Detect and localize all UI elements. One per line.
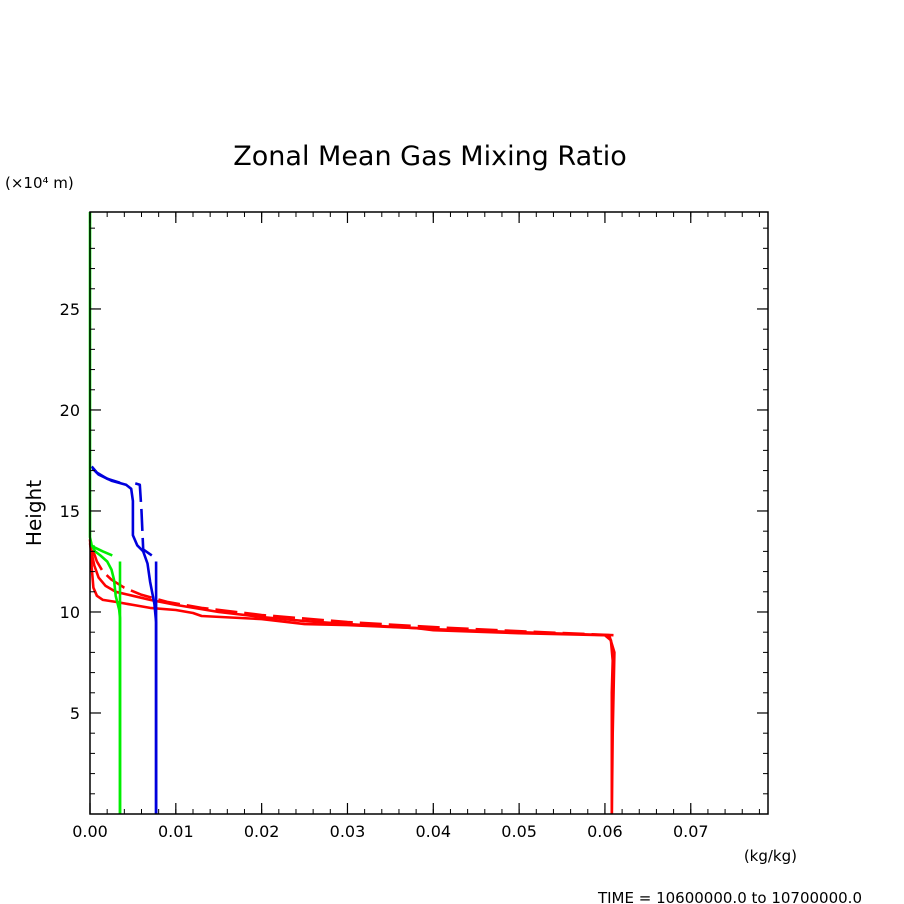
x-tick-label: 0.00	[72, 822, 108, 841]
x-axis-unit-label: (kg/kg)	[744, 847, 797, 865]
y-unit-label: (×10⁴ m)	[5, 174, 74, 192]
time-range-label: TIME = 10600000.0 to 10700000.0	[597, 889, 862, 904]
x-tick-label: 0.05	[501, 822, 537, 841]
series-line-8	[88, 212, 122, 814]
x-tick-label: 0.03	[330, 822, 366, 841]
series-line-10	[88, 540, 113, 557]
series-line-4	[91, 467, 158, 814]
chart-title: Zonal Mean Gas Mixing Ratio	[233, 141, 626, 172]
y-tick-label: 10	[60, 603, 80, 622]
plot-frame	[89, 211, 769, 815]
series-layer	[88, 212, 616, 815]
y-tick-label: 20	[60, 401, 80, 420]
series-line-3	[88, 538, 614, 637]
series-line-6	[90, 465, 121, 484]
x-tick-label: 0.04	[415, 822, 451, 841]
x-tick-label: 0.01	[158, 822, 194, 841]
y-axis-title: Height	[22, 480, 46, 546]
ticks-layer: 0.00 0.01 0.02 0.03 0.04 0.05 0.06 0.07 5 10 15 20 2…	[60, 212, 768, 841]
y-tick-label: 5	[70, 704, 80, 723]
x-tick-label: 0.02	[244, 822, 280, 841]
x-tick-label: 0.07	[673, 822, 709, 841]
y-tick-label: 25	[60, 300, 80, 319]
x-tick-label: 0.06	[587, 822, 623, 841]
series-line-7	[132, 481, 153, 557]
y-tick-label: 15	[60, 502, 80, 521]
series-line-1	[88, 539, 614, 814]
series-line-2	[88, 543, 616, 815]
